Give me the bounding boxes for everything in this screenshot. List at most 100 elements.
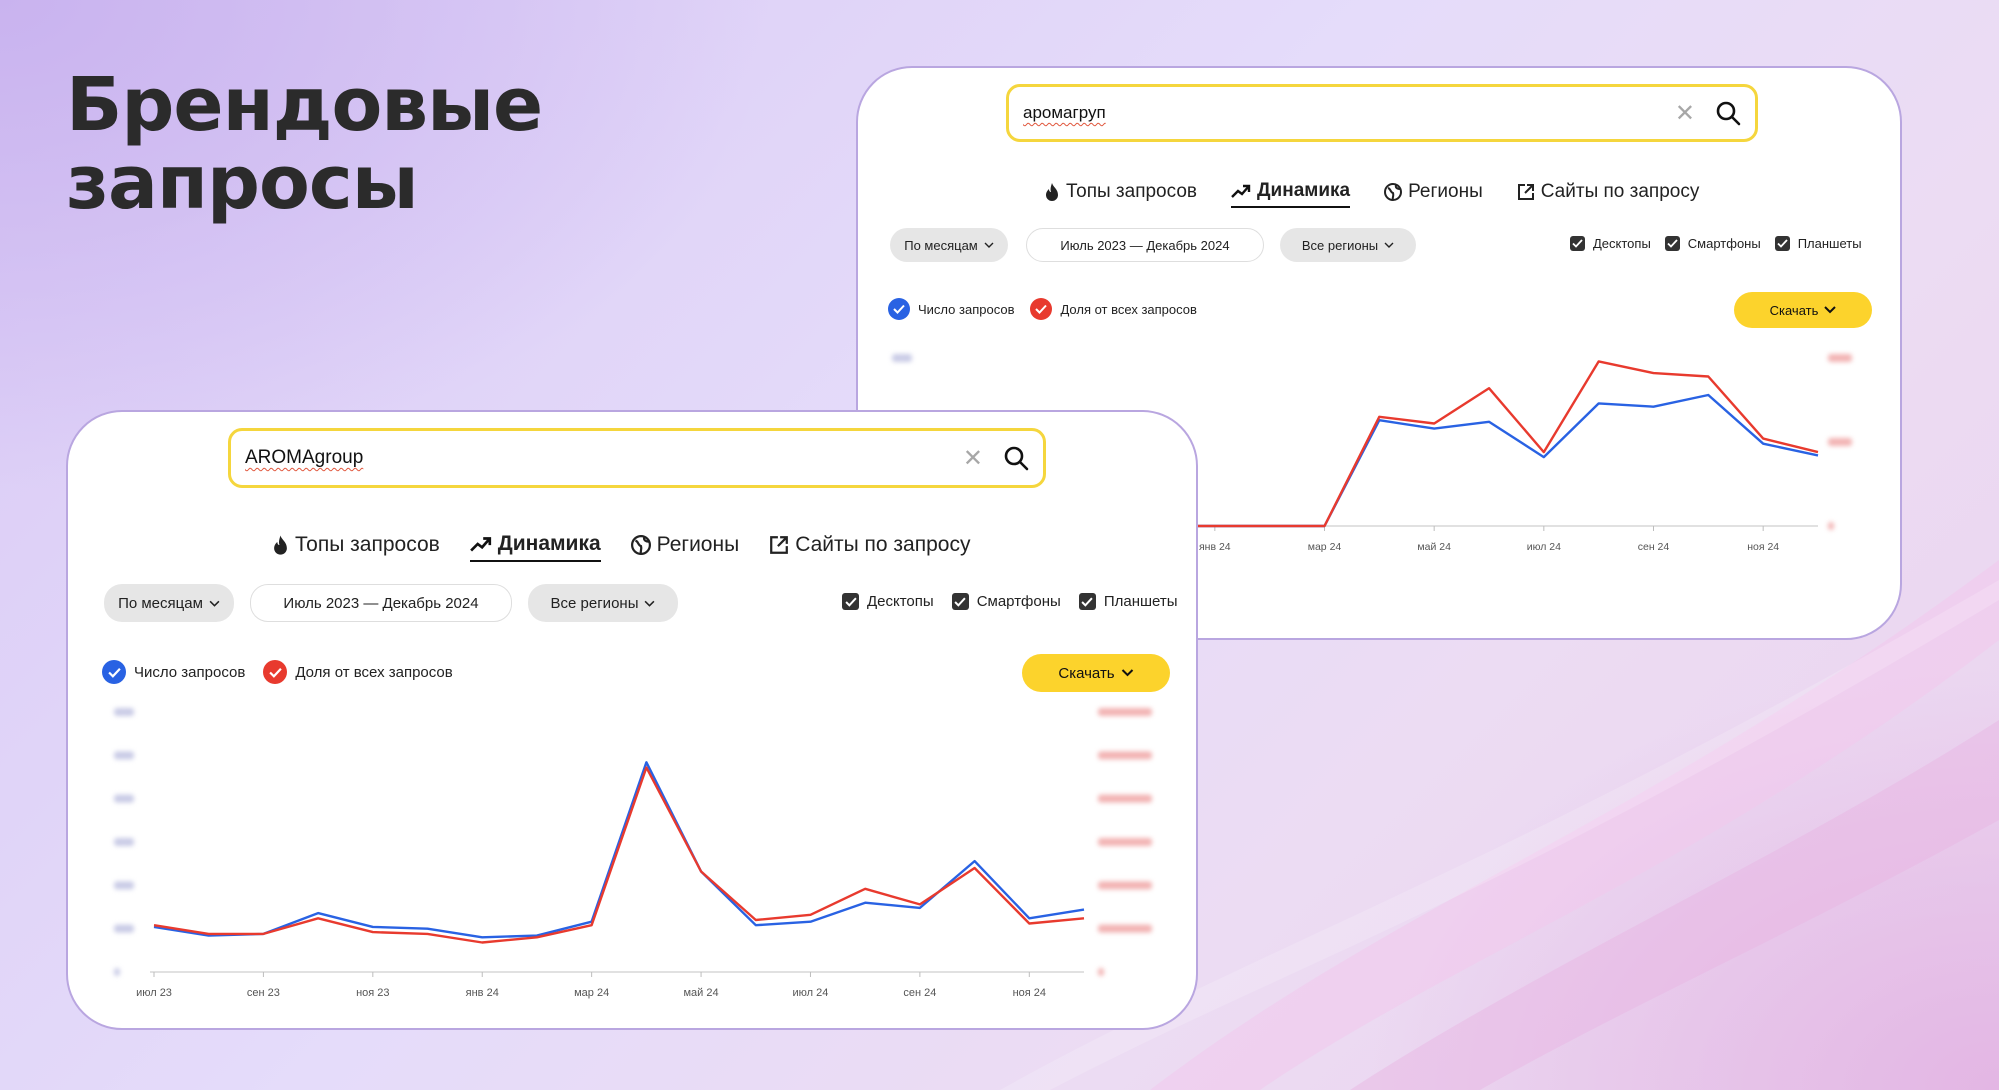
check-circle-icon	[1030, 298, 1053, 320]
chart-legend: Число запросов Доля от всех запросов	[888, 298, 1197, 320]
y-tick-label-right	[1098, 924, 1152, 933]
download-label: Скачать	[1058, 664, 1115, 682]
fire-icon	[274, 535, 287, 555]
y-tick-label-right	[1098, 881, 1152, 890]
x-tick-label: янв 24	[1199, 541, 1231, 553]
y-tick-label-right	[1828, 438, 1852, 446]
period-dropdown[interactable]: По месяцам	[890, 228, 1008, 262]
series-line	[1160, 393, 1819, 528]
y-tick-label-left	[114, 708, 134, 716]
tab-sites[interactable]: Сайты по запросу	[1517, 181, 1700, 207]
x-tick-label: май 24	[1417, 541, 1451, 553]
headline: Брендовые запросы	[66, 66, 543, 222]
search-input[interactable]: аромагруп	[1023, 103, 1106, 122]
legend-share-toggle[interactable]: Доля от всех запросов	[1030, 298, 1197, 320]
y-tick-label-left	[114, 968, 120, 976]
y-tick-label-left	[114, 751, 134, 760]
chart-legend: Число запросов Доля от всех запросов	[102, 660, 453, 684]
tabs: Топы запросов Динамика Регионы Сайты по …	[1044, 180, 1699, 208]
checkbox-label: Планшеты	[1103, 593, 1178, 610]
tab-label: Динамика	[497, 532, 601, 555]
y-tick-label-right	[1098, 708, 1152, 716]
search-input[interactable]: AROMAgroup	[245, 447, 364, 468]
tabs: Топы запросов Динамика Регионы Сайты по …	[272, 532, 970, 562]
checkbox-label: Десктопы	[867, 593, 934, 610]
headline-line-2: запросы	[66, 140, 419, 226]
tab-label: Сайты по запросу	[795, 533, 971, 556]
fire-icon	[1046, 183, 1058, 201]
search-icon[interactable]	[1003, 445, 1029, 471]
checkbox-desktop[interactable]: Десктопы	[1570, 236, 1651, 251]
download-button[interactable]: Скачать	[1022, 654, 1170, 692]
period-label: По месяцам	[904, 237, 978, 253]
tab-dynamics[interactable]: Динамика	[1231, 180, 1351, 208]
date-range-label: Июль 2023 — Декабрь 2024	[283, 594, 479, 612]
legend-count-toggle[interactable]: Число запросов	[888, 298, 1014, 320]
legend-label: Доля от всех запросов	[295, 663, 453, 681]
x-tick-label: ноя 24	[1013, 987, 1046, 999]
x-tick-label: ноя 23	[356, 987, 389, 999]
chevron-down-icon	[209, 600, 220, 607]
globe-icon	[1384, 183, 1403, 201]
date-range-label: Июль 2023 — Декабрь 2024	[1060, 237, 1230, 253]
y-tick-label-right	[1828, 354, 1852, 362]
tab-label: Топы запросов	[295, 533, 440, 556]
date-range-picker[interactable]: Июль 2023 — Декабрь 2024	[250, 584, 512, 622]
legend-share-toggle[interactable]: Доля от всех запросов	[263, 660, 453, 684]
period-dropdown[interactable]: По месяцам	[104, 584, 234, 622]
y-tick-label-right	[1098, 838, 1152, 846]
regions-label: Все регионы	[1301, 237, 1379, 253]
checkbox-checked-icon	[1774, 236, 1790, 251]
tab-top-queries[interactable]: Топы запросов	[272, 533, 440, 561]
checkbox-label: Смартфоны	[976, 593, 1061, 610]
clear-icon[interactable]: ✕	[1674, 99, 1695, 127]
checkbox-label: Планшеты	[1797, 236, 1862, 251]
download-button[interactable]: Скачать	[1734, 292, 1872, 328]
checkbox-smartphones[interactable]: Смартфоны	[951, 593, 1061, 610]
chevron-down-icon	[1121, 669, 1133, 677]
legend-count-toggle[interactable]: Число запросов	[102, 660, 245, 684]
tab-regions[interactable]: Регионы	[1384, 181, 1483, 207]
tab-regions[interactable]: Регионы	[630, 533, 739, 561]
checkbox-label: Смартфоны	[1687, 236, 1761, 251]
chevron-down-icon	[1824, 306, 1837, 314]
checkbox-checked-icon	[1570, 236, 1585, 251]
y-tick-label-left	[114, 924, 134, 933]
date-range-picker[interactable]: Июль 2023 — Декабрь 2024	[1026, 228, 1264, 262]
search-box[interactable]: AROMAgroup ✕	[228, 428, 1046, 488]
x-tick-label: ноя 24	[1747, 541, 1779, 553]
checkbox-smartphones[interactable]: Смартфоны	[1664, 236, 1761, 251]
x-tick-label: июл 24	[793, 987, 829, 999]
checkbox-label: Десктопы	[1593, 236, 1651, 251]
x-tick-label: янв 24	[466, 987, 499, 999]
external-link-icon	[770, 536, 789, 554]
tab-dynamics[interactable]: Динамика	[469, 532, 601, 562]
x-tick-label: сен 24	[903, 987, 936, 999]
legend-label: Число запросов	[918, 301, 1015, 317]
device-checkboxes: Десктопы Смартфоны Планшеты	[842, 593, 1178, 610]
regions-label: Все регионы	[550, 594, 639, 612]
checkbox-tablets[interactable]: Планшеты	[1078, 593, 1178, 610]
regions-dropdown[interactable]: Все регионы	[528, 584, 678, 622]
period-label: По месяцам	[118, 594, 203, 612]
y-tick-label-left	[892, 354, 912, 362]
checkbox-desktop[interactable]: Десктопы	[842, 593, 934, 610]
clear-icon[interactable]: ✕	[962, 444, 983, 472]
checkbox-checked-icon	[951, 593, 969, 610]
tab-top-queries[interactable]: Топы запросов	[1044, 181, 1197, 207]
search-box[interactable]: аромагруп ✕	[1006, 84, 1758, 142]
checkbox-tablets[interactable]: Планшеты	[1774, 236, 1862, 251]
search-icon[interactable]	[1715, 100, 1741, 126]
y-tick-label-right	[1828, 522, 1834, 530]
regions-dropdown[interactable]: Все регионы	[1280, 228, 1416, 262]
check-circle-icon	[888, 298, 910, 320]
y-tick-label-right	[1098, 751, 1152, 760]
chevron-down-icon	[1384, 242, 1394, 248]
chevron-down-icon	[984, 242, 994, 248]
y-tick-label-right	[1098, 794, 1152, 803]
front-wordstat-card: AROMAgroup ✕ Топы запросов Динамика Реги…	[66, 410, 1198, 1030]
tab-label: Сайты по запросу	[1540, 181, 1700, 202]
checkbox-checked-icon	[1078, 593, 1096, 610]
tab-sites[interactable]: Сайты по запросу	[769, 533, 970, 561]
